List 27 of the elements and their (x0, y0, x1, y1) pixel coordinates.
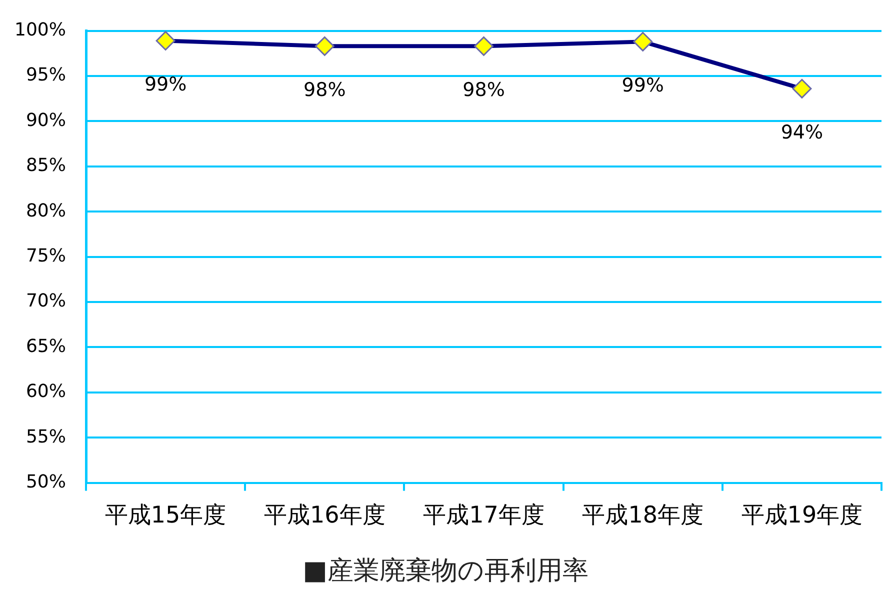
point (633, 32, 653, 52)
y-tick-label: 85% (26, 155, 66, 176)
y-tick-label: 70% (26, 290, 66, 312)
y-tick-label: 90% (26, 110, 66, 131)
data-label: 98% (304, 79, 346, 102)
y-tick-label: 80% (26, 200, 66, 222)
data-label: 94% (780, 122, 824, 144)
y-tick-label: 95% (26, 64, 66, 86)
y-tick-label: 50% (26, 471, 66, 492)
x-tick-label: 平成16年度 (264, 502, 386, 529)
point (474, 36, 494, 56)
y-tick-label: 75% (26, 245, 66, 266)
x-tick-label: 平成19年度 (741, 502, 863, 529)
point (156, 30, 176, 50)
data-label: 99% (622, 74, 664, 97)
x-tick-label: 平成17年度 (423, 502, 544, 529)
y-tick-label: 100% (14, 19, 66, 40)
x-tick-label: 平成18年度 (582, 502, 704, 529)
data-label: 98% (462, 79, 505, 102)
x-tick-label: 平成15年度 (104, 502, 226, 529)
y-tick-label: 60% (26, 381, 66, 402)
point (314, 36, 334, 56)
text: ■産業廃棄物の再利用率 (302, 556, 588, 586)
y-tick-label: 55% (26, 426, 66, 448)
point (792, 78, 812, 98)
y-tick-label: 65% (26, 336, 66, 357)
data-label: 99% (144, 74, 187, 96)
